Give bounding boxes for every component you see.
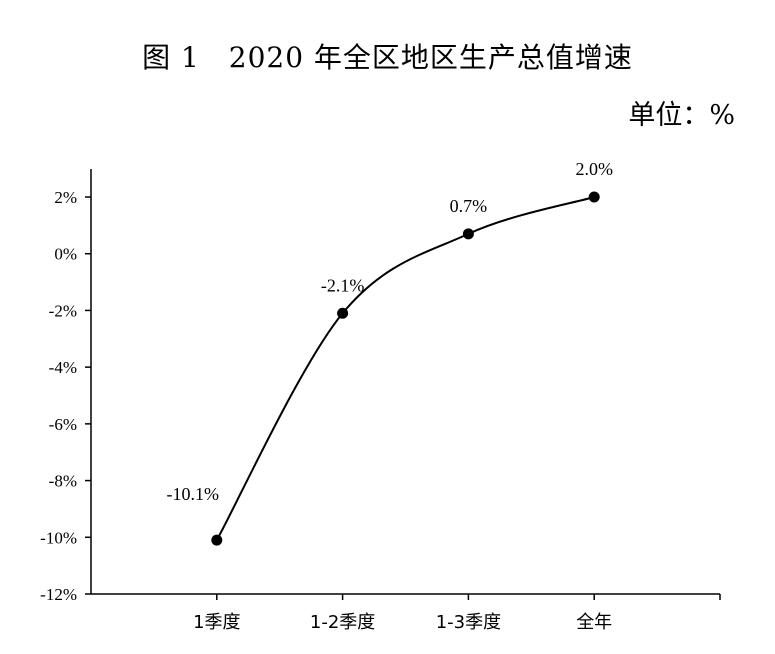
data-point: [211, 534, 223, 546]
data-point: [462, 228, 474, 240]
y-tick-label: -4%: [49, 358, 77, 377]
chart-title: 图 1 2020 年全区地区生产总值增速: [142, 41, 633, 74]
data-label: 0.7%: [450, 196, 488, 216]
x-tick-label: 1-3季度: [436, 612, 501, 633]
series-line: [215, 196, 595, 541]
data-label: -2.1%: [321, 275, 365, 295]
chart-axes: [90, 169, 720, 595]
data-labels: -10.1% -2.1% 0.7% 2.0%: [167, 159, 613, 504]
y-tick-label: -6%: [49, 415, 77, 434]
data-label: 2.0%: [575, 159, 613, 179]
x-axis-ticks: 1季度 1-2季度 1-3季度 全年: [193, 594, 721, 633]
y-tick-label: 2%: [54, 188, 77, 207]
y-tick-label: -2%: [49, 301, 77, 320]
x-tick-label: 全年: [576, 612, 612, 633]
x-tick-label: 1季度: [193, 612, 240, 633]
y-tick-label: -8%: [49, 472, 77, 491]
data-point: [337, 307, 349, 319]
y-tick-label: -10%: [40, 528, 77, 547]
y-tick-label: 0%: [54, 245, 77, 264]
series-group: [211, 191, 600, 546]
y-tick-label: -12%: [40, 585, 77, 604]
data-point: [588, 191, 600, 203]
y-axis-ticks: 2% 0% -2% -4% -6% -8% -10% -12%: [40, 188, 91, 604]
data-label: -10.1%: [167, 484, 220, 504]
unit-label: 单位：%: [628, 100, 735, 131]
x-tick-label: 1-2季度: [310, 612, 375, 633]
